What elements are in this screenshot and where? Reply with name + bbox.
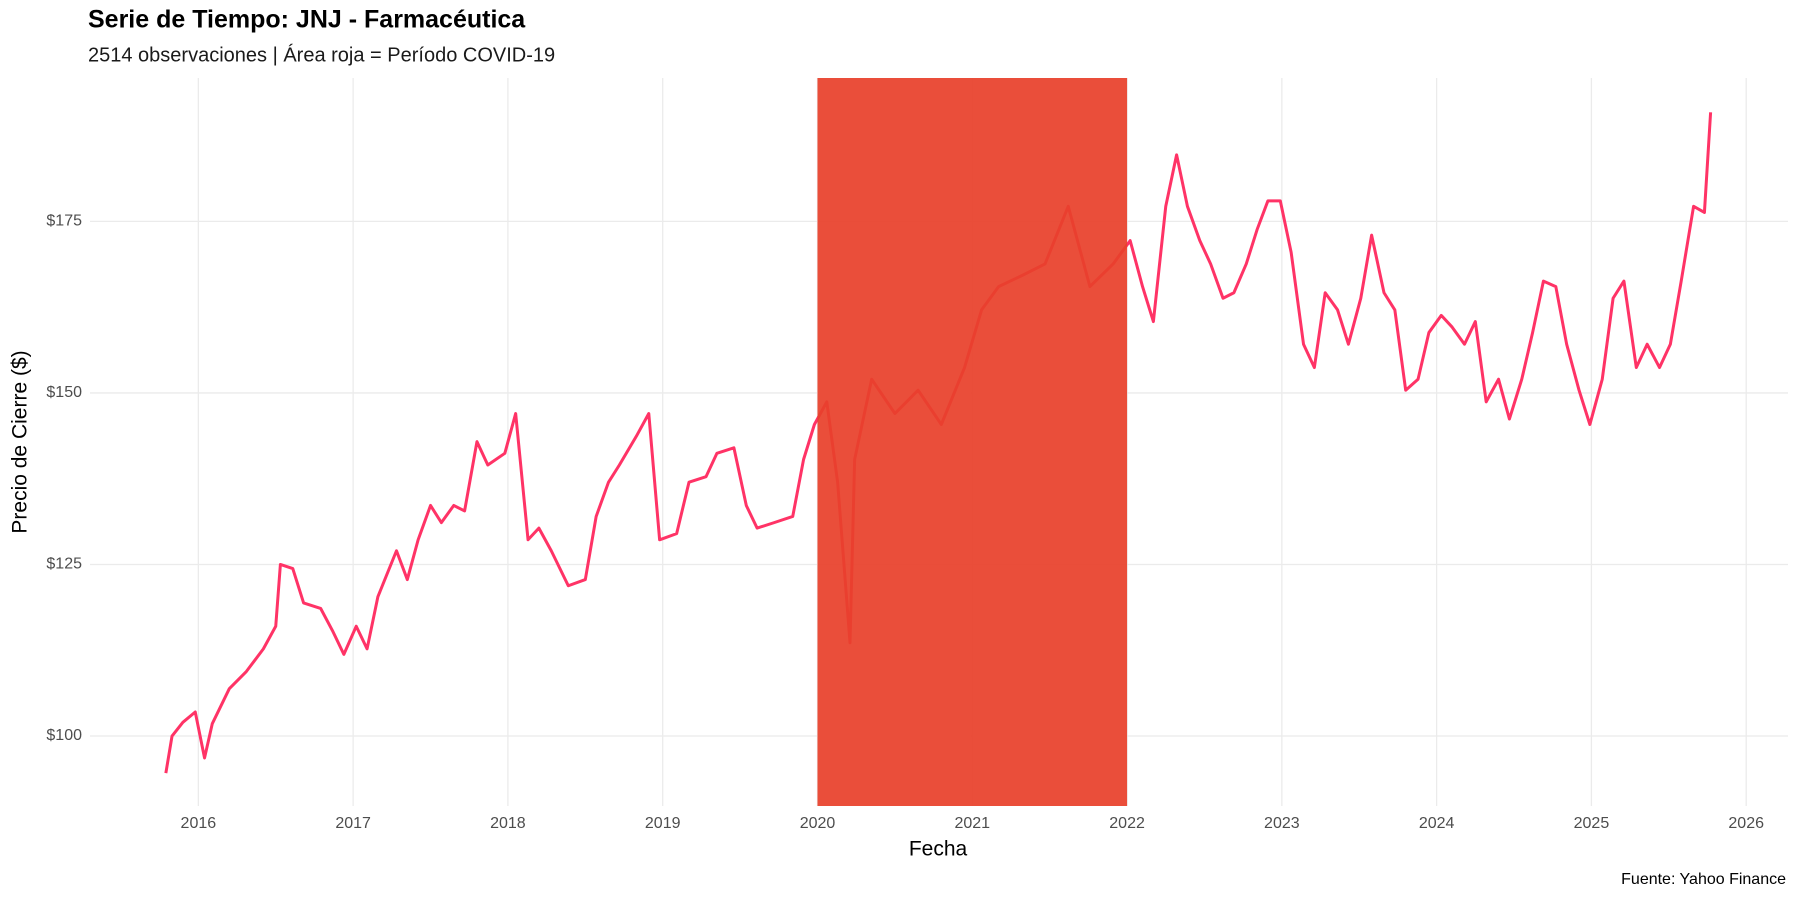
x-tick-label: 2026 [1728, 815, 1764, 832]
x-tick-label: 2019 [645, 815, 681, 832]
y-tick-label: $175 [46, 213, 82, 230]
y-tick-label: $100 [46, 727, 82, 744]
x-tick-label: 2024 [1419, 815, 1455, 832]
y-axis-title: Precio de Cierre ($) [9, 350, 32, 533]
x-tick-label: 2023 [1264, 815, 1300, 832]
x-tick-label: 2025 [1574, 815, 1610, 832]
x-tick-label: 2022 [1109, 815, 1145, 832]
x-tick-label: 2018 [490, 815, 526, 832]
x-tick-label: 2021 [954, 815, 990, 832]
x-tick-label: 2020 [800, 815, 836, 832]
chart-title: Serie de Tiempo: JNJ - Farmacéutica [88, 6, 526, 34]
caption: Fuente: Yahoo Finance [1621, 871, 1786, 888]
x-tick-label: 2016 [181, 815, 217, 832]
x-tick-label: 2017 [335, 815, 371, 832]
x-axis-title: Fecha [909, 838, 968, 861]
covid-period [817, 78, 1128, 806]
y-tick-label: $150 [46, 384, 82, 401]
chart-subtitle: 2514 observaciones | Área roja = Período… [88, 43, 555, 66]
y-tick-label: $125 [46, 556, 82, 573]
